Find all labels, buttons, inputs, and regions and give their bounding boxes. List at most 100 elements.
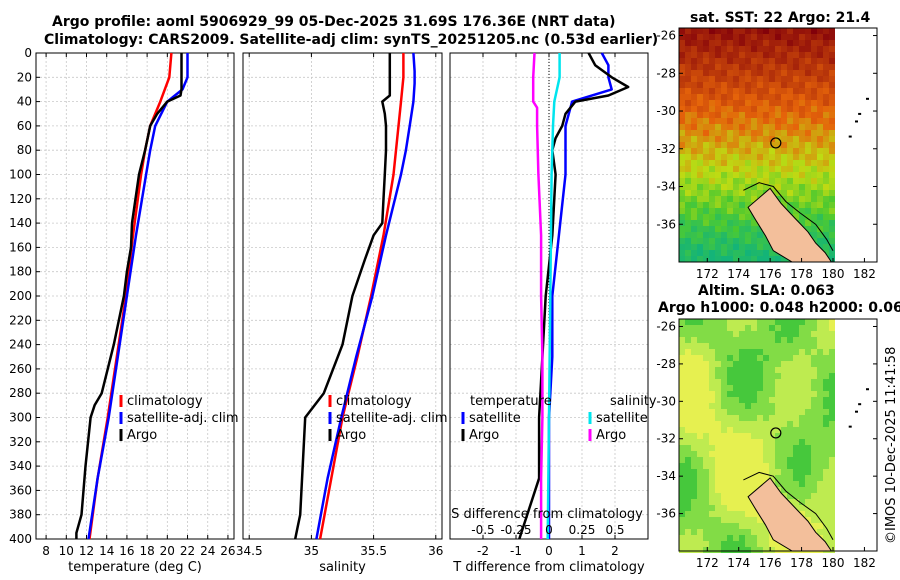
map-y-tick-label: -26 [656, 319, 676, 333]
sst-island [848, 135, 852, 138]
axes-frame [242, 52, 443, 540]
sla-coast-contour [743, 471, 834, 541]
x-tick-label: 24 [200, 544, 215, 558]
salinity-diff-tick-label: 0.5 [605, 523, 624, 537]
x-tick-label: 22 [180, 544, 195, 558]
salinity-diff-tick-label: 0.25 [569, 523, 596, 537]
y-tick-label: 320 [9, 435, 32, 449]
map-x-tick-label: 178 [790, 556, 813, 570]
x-tick-label: 2 [611, 544, 619, 558]
sla-island [858, 403, 862, 406]
argo-height-title: Argo h1000: 0.048 h2000: 0.069 [658, 300, 900, 316]
x-tick-label: -2 [477, 544, 489, 558]
x-tick-label: 18 [139, 544, 154, 558]
series-line-temp-argo [75, 53, 183, 539]
map-y-tick-label: -26 [656, 29, 676, 43]
x-tick-label: 36 [428, 544, 443, 558]
map-y-tick-label: -34 [656, 469, 676, 483]
sla-map-frame [678, 318, 878, 552]
salinity-diff-tick-label: 0 [545, 523, 553, 537]
y-tick-label: 240 [9, 338, 32, 352]
sst-map-cells [679, 28, 835, 262]
sst-island [858, 112, 862, 115]
sst-argo-marker [770, 137, 782, 149]
sst-island [855, 120, 858, 123]
y-tick-label: 120 [9, 192, 32, 206]
y-tick-label: 100 [9, 168, 32, 182]
series-line-sal-argo [293, 53, 392, 540]
series-line-diff-sal-satellite [546, 53, 561, 540]
map-x-tick-label: 172 [696, 267, 719, 281]
x-tick-label: 35 [304, 544, 319, 558]
x-tick-label: 14 [99, 544, 114, 558]
temp-legend-label: Argo [127, 428, 157, 443]
diff-legend-sal-title: salinity [610, 394, 657, 409]
map-y-tick-label: -32 [656, 432, 676, 446]
x-tick-label: 16 [119, 544, 134, 558]
sla-map-cells [679, 319, 835, 553]
diff-legend-temp-label: satellite [469, 411, 521, 426]
sst-island [866, 97, 869, 100]
map-y-tick-label: -36 [656, 507, 676, 521]
x-tick-label: -1 [510, 544, 522, 558]
x-tick-label: 1 [578, 544, 586, 558]
sst-coast-contour [743, 182, 834, 251]
x-tick-label: 35.5 [360, 544, 387, 558]
map-x-tick-label: 182 [853, 556, 876, 570]
map-y-tick-label: -36 [656, 217, 676, 231]
map-x-tick-label: 176 [759, 267, 782, 281]
map-x-tick-label: 180 [822, 267, 845, 281]
figure-title-line1: Argo profile: aoml 5906929_99 05-Dec-202… [52, 14, 616, 30]
diff-legend-temp-title: temperature [470, 394, 552, 409]
y-tick-label: 360 [9, 483, 32, 497]
y-tick-label: 340 [9, 459, 32, 473]
map-y-tick-label: -28 [656, 66, 676, 80]
temp-legend-label: satellite-adj. clim [127, 411, 239, 426]
map-x-tick-label: 176 [759, 556, 782, 570]
y-tick-label: 20 [17, 70, 32, 84]
salinity-diff-tick-label: -0.25 [500, 523, 531, 537]
x-tick-label: 8 [42, 544, 50, 558]
temp-legend-label: climatology [127, 394, 203, 409]
sst-map-frame [678, 27, 878, 263]
map-y-tick-label: -32 [656, 142, 676, 156]
x-tick-label: 34.5 [236, 544, 263, 558]
sal-legend-label: climatology [336, 394, 412, 409]
y-tick-label: 300 [9, 411, 32, 425]
y-tick-label: 280 [9, 386, 32, 400]
x-tick-label: 0 [545, 544, 553, 558]
y-tick-label: 220 [9, 313, 32, 327]
figure-title-line2: Climatology: CARS2009. Satellite-adj cli… [44, 32, 659, 48]
series-line-sal-climatology [318, 53, 405, 540]
sal-legend-label: satellite-adj. clim [336, 411, 448, 426]
x-axis-label: temperature (deg C) [68, 560, 202, 575]
y-tick-label: 180 [9, 265, 32, 279]
y-tick-label: 380 [9, 508, 32, 522]
sla-map-title: Altim. SLA: 0.063 [698, 283, 835, 299]
map-y-tick-label: -30 [656, 394, 676, 408]
diff-legend-sal-label: Argo [596, 428, 626, 443]
sst-map-title: sat. SST: 22 Argo: 21.4 [690, 10, 871, 26]
y-tick-label: 200 [9, 289, 32, 303]
sla-island [855, 410, 858, 413]
map-x-tick-label: 172 [696, 556, 719, 570]
y-tick-label: 0 [24, 46, 32, 60]
x-tick-label: 26 [220, 544, 235, 558]
y-tick-label: 40 [17, 95, 32, 109]
y-tick-label: 140 [9, 216, 32, 230]
y-tick-label: 60 [17, 119, 32, 133]
sla-island [848, 425, 852, 428]
salinity-diff-tick-label: -0.5 [471, 523, 494, 537]
y-tick-label: 80 [17, 143, 32, 157]
map-y-tick-label: -34 [656, 180, 676, 194]
y-tick-label: 400 [9, 532, 32, 546]
map-x-tick-label: 178 [790, 267, 813, 281]
map-y-tick-label: -30 [656, 104, 676, 118]
x-axis-label: salinity [319, 560, 366, 575]
x-axis-label: T difference from climatology [452, 560, 645, 575]
y-tick-label: 260 [9, 362, 32, 376]
series-line-sal-satellite [315, 52, 416, 540]
sla-argo-marker [770, 427, 782, 439]
x-tick-label: 20 [160, 544, 175, 558]
map-y-tick-label: -28 [656, 357, 676, 371]
